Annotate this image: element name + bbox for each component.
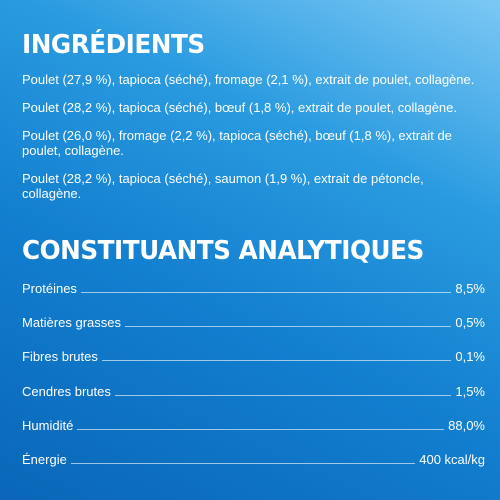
section-title: CONSTITUANTS ANALYTIQUES — [22, 236, 424, 266]
row-value: 400 kcal/kg — [419, 451, 485, 467]
ingredient-text: Poulet (27,9 %), tapioca (séché), fromag… — [22, 72, 475, 87]
row-value: 1,5% — [455, 383, 485, 399]
leader-line — [77, 428, 445, 430]
analysis-row: Cendres brutes 1,5% — [22, 384, 485, 418]
analysis-row: Humidité 88,0% — [22, 418, 485, 452]
row-value: 88,0% — [448, 417, 485, 433]
leader-line — [80, 292, 452, 293]
analysis-table: Protéines 8,5% Matières grasses 0,5% Fibres … — [22, 281, 485, 486]
ingredient-list: Poulet (27,9 %), tapioca (séché), fromag… — [22, 72, 484, 214]
leader-line — [114, 394, 452, 396]
analysis-row: Fibres brutes 0,1% — [22, 349, 485, 383]
row-label: Protéines — [22, 281, 77, 296]
section-title: INGRÉDIENTS — [22, 30, 205, 60]
ingredient-text: Poulet (28,2 %), tapioca (séché), saumon… — [22, 171, 424, 201]
leader-line — [101, 360, 452, 362]
ingredient-text: Poulet (28,2 %), tapioca (séché), bœuf (… — [22, 100, 458, 115]
row-label: Matières grasses — [22, 315, 121, 331]
row-label: Humidité — [22, 417, 74, 433]
analysis-row: Énergie 400 kcal/kg — [22, 452, 485, 486]
leader-line — [70, 462, 416, 464]
analysis-row: Protéines 8,5% — [22, 281, 485, 315]
row-label: Énergie — [22, 451, 67, 467]
row-value: 0,5% — [455, 315, 485, 331]
row-label: Fibres brutes — [22, 349, 98, 365]
row-label: Cendres brutes — [22, 383, 111, 399]
ingredient-text: Poulet (26,0 %), fromage (2,2 %), tapioc… — [22, 128, 452, 158]
analysis-row: Matières grasses 0,5% — [22, 315, 485, 349]
leader-line — [124, 326, 452, 328]
row-value: 8,5% — [455, 281, 485, 296]
row-value: 0,1% — [455, 349, 485, 365]
